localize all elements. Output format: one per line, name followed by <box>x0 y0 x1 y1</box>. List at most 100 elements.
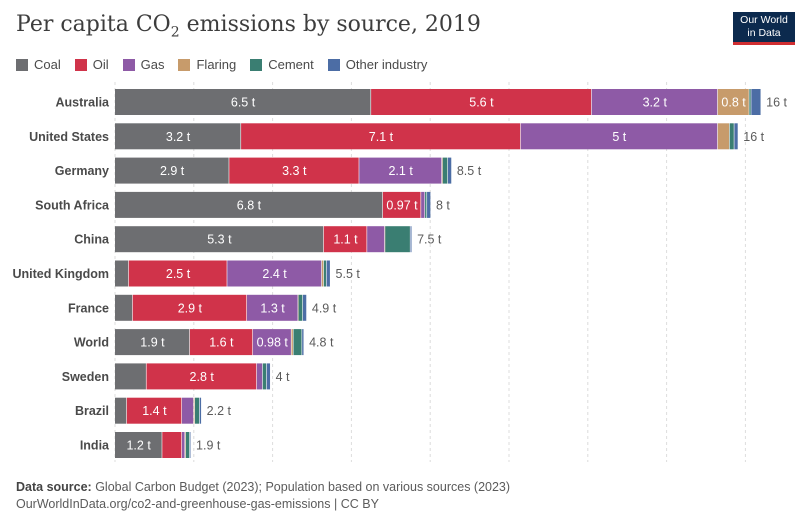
data-label-sweden-oil: 2.8 t <box>190 370 215 384</box>
bar-brazil-other-industry[interactable] <box>199 397 202 424</box>
bar-sweden-gas[interactable] <box>256 363 263 390</box>
bar-brazil-cement[interactable] <box>194 397 200 424</box>
category-label-china: China <box>74 233 110 247</box>
bar-south-africa-other-industry[interactable] <box>427 191 431 218</box>
bar-united-states-coal[interactable] <box>115 123 241 150</box>
url-line[interactable]: OurWorldInData.org/co2-and-greenhouse-ga… <box>16 497 379 511</box>
bar-world-coal[interactable] <box>115 329 190 356</box>
legend-label-oil: Oil <box>92 57 109 72</box>
bar-united-kingdom-flaring[interactable] <box>321 260 324 287</box>
bar-australia-other-industry[interactable] <box>751 89 761 115</box>
legend-swatch-cement <box>250 58 263 71</box>
data-label-australia-oil: 5.6 t <box>469 96 494 110</box>
data-label-india-coal: 1.2 t <box>126 439 151 453</box>
bar-france-cement[interactable] <box>298 294 303 321</box>
bar-united-states-oil[interactable] <box>241 123 521 150</box>
data-label-germany-coal: 2.9 t <box>160 164 185 178</box>
category-label-india: India <box>80 439 110 453</box>
bar-world-oil[interactable] <box>189 329 253 356</box>
bar-germany-cement[interactable] <box>442 157 448 184</box>
legend-item-cement[interactable]: Cement <box>250 57 314 72</box>
bar-brazil-oil[interactable] <box>126 397 182 424</box>
legend-swatch-flaring <box>178 58 191 71</box>
bar-world-cement[interactable] <box>293 329 302 356</box>
bar-south-africa-coal[interactable] <box>115 191 383 218</box>
data-label-united-states-oil: 7.1 t <box>369 130 394 144</box>
legend-item-coal[interactable]: Coal <box>16 57 61 72</box>
bar-india-other-industry[interactable] <box>189 432 191 458</box>
bar-india-cement[interactable] <box>185 432 190 458</box>
bar-china-oil[interactable] <box>323 226 367 253</box>
data-label-china-oil: 1.1 t <box>333 233 358 247</box>
data-label-united-states-gas: 5 t <box>612 130 626 144</box>
legend-item-gas[interactable]: Gas <box>122 57 164 72</box>
bar-france-oil[interactable] <box>132 294 247 321</box>
bar-world-other-industry[interactable] <box>302 329 304 356</box>
data-label-world-oil: 1.6 t <box>209 336 234 350</box>
bar-france-other-industry[interactable] <box>302 294 307 321</box>
data-label-united-kingdom-gas: 2.4 t <box>262 267 287 281</box>
bar-china-gas[interactable] <box>367 226 385 253</box>
total-label-germany: 8.5 t <box>457 164 482 178</box>
bar-france-coal[interactable] <box>115 294 133 321</box>
bar-united-kingdom-cement[interactable] <box>323 260 326 287</box>
data-label-france-gas: 1.3 t <box>260 301 285 315</box>
total-label-south-africa: 8 t <box>436 198 450 212</box>
legend-item-other-industry[interactable]: Other industry <box>327 57 427 72</box>
bar-france-gas[interactable] <box>246 294 298 321</box>
bar-china-cement[interactable] <box>385 226 410 253</box>
bar-germany-oil[interactable] <box>229 157 359 184</box>
total-label-brazil: 2.2 t <box>207 404 232 418</box>
category-label-australia: Australia <box>56 96 111 110</box>
bar-brazil-flaring[interactable] <box>193 397 195 424</box>
bar-united-states-flaring[interactable] <box>717 123 730 150</box>
bar-germany-coal[interactable] <box>115 157 229 184</box>
data-label-china-coal: 5.3 t <box>207 233 232 247</box>
bar-india-gas[interactable] <box>181 432 185 458</box>
bar-brazil-coal[interactable] <box>115 397 127 424</box>
bar-south-africa-gas[interactable] <box>421 191 425 218</box>
bar-united-kingdom-other-industry[interactable] <box>326 260 330 287</box>
bar-south-africa-oil[interactable] <box>382 191 421 218</box>
total-label-united-kingdom: 5.5 t <box>336 267 361 281</box>
bar-australia-cement[interactable] <box>749 89 751 115</box>
bar-world-flaring[interactable] <box>291 329 293 356</box>
bar-sweden-cement[interactable] <box>262 363 267 390</box>
category-label-brazil: Brazil <box>75 404 109 418</box>
total-label-china: 7.5 t <box>417 233 442 247</box>
category-label-united-kingdom: United Kingdom <box>12 267 109 281</box>
category-label-united-states: United States <box>29 130 109 144</box>
bar-india-oil[interactable] <box>162 432 182 458</box>
data-label-united-states-coal: 3.2 t <box>166 130 191 144</box>
bar-south-africa-cement[interactable] <box>425 191 427 218</box>
bar-germany-other-industry[interactable] <box>447 157 452 184</box>
bar-australia-gas[interactable] <box>591 89 718 115</box>
bar-brazil-gas[interactable] <box>181 397 194 424</box>
bar-china-other-industry[interactable] <box>410 226 412 253</box>
bar-united-states-other-industry[interactable] <box>734 123 738 150</box>
bar-united-kingdom-oil[interactable] <box>128 260 227 287</box>
bar-world-gas[interactable] <box>252 329 291 356</box>
bar-australia-oil[interactable] <box>371 89 592 115</box>
data-label-france-oil: 2.9 t <box>178 301 203 315</box>
bar-australia-coal[interactable] <box>115 89 371 115</box>
data-label-australia-coal: 6.5 t <box>231 96 256 110</box>
owid-logo[interactable]: Our World in Data <box>733 12 795 45</box>
bar-sweden-coal[interactable] <box>115 363 146 390</box>
data-label-south-africa-coal: 6.8 t <box>237 198 262 212</box>
legend-item-flaring[interactable]: Flaring <box>178 57 236 72</box>
logo-line-1: Our World <box>740 14 788 26</box>
bar-united-kingdom-coal[interactable] <box>115 260 129 287</box>
bar-united-states-cement[interactable] <box>729 123 734 150</box>
bar-united-kingdom-gas[interactable] <box>227 260 322 287</box>
legend-swatch-other-industry <box>327 58 340 71</box>
bar-united-states-gas[interactable] <box>520 123 718 150</box>
bar-china-coal[interactable] <box>115 226 324 253</box>
bar-sweden-other-industry[interactable] <box>266 363 271 390</box>
data-label-brazil-oil: 1.4 t <box>142 404 167 418</box>
bar-sweden-oil[interactable] <box>146 363 257 390</box>
legend-item-oil[interactable]: Oil <box>74 57 109 72</box>
bar-india-coal[interactable] <box>115 432 162 458</box>
bar-australia-flaring[interactable] <box>717 89 749 115</box>
bar-germany-gas[interactable] <box>359 157 442 184</box>
